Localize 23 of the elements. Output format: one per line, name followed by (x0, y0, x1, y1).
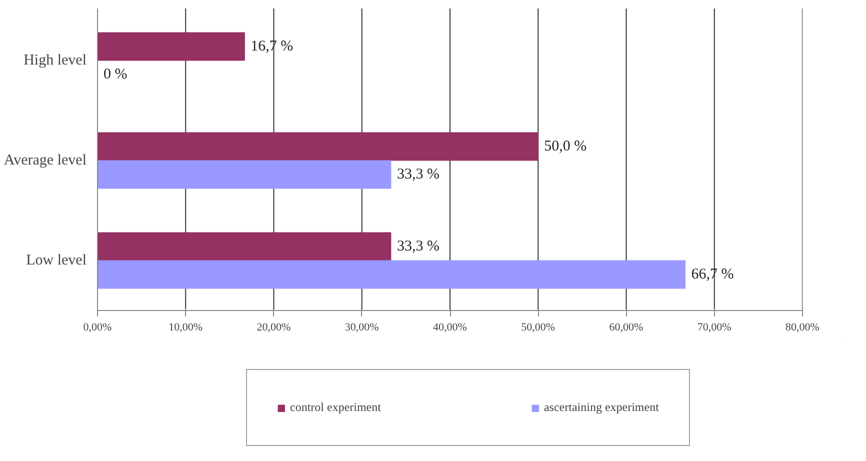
bar (98, 32, 245, 61)
bar (98, 160, 392, 189)
legend-label: ascertaining experiment (544, 400, 659, 415)
x-tick-label: 20,00% (256, 322, 291, 334)
data-label: 33,3 % (396, 238, 440, 254)
data-label: 33,3 % (396, 166, 440, 182)
y-tick-label: Average level (4, 152, 87, 168)
data-label: 0 % (104, 66, 128, 82)
legend-label: control experiment (290, 400, 381, 415)
y-tick-label: Low level (26, 252, 87, 268)
x-tick-label: 30,00% (344, 322, 379, 334)
data-label: 50,0 % (544, 138, 587, 154)
x-tick-label: 60,00% (609, 322, 644, 334)
bar (98, 132, 538, 161)
x-tick-label: 0,00% (83, 322, 112, 334)
bar (98, 260, 686, 289)
bar (98, 232, 392, 261)
x-tick-label: 70,00% (697, 322, 732, 334)
y-tick-label: High level (24, 52, 87, 68)
x-tick-label: 40,00% (433, 322, 467, 334)
x-tick-label: 50,00% (521, 322, 556, 334)
x-tick-label: 80,00% (786, 322, 820, 334)
x-tick-label: 10,00% (168, 322, 203, 334)
